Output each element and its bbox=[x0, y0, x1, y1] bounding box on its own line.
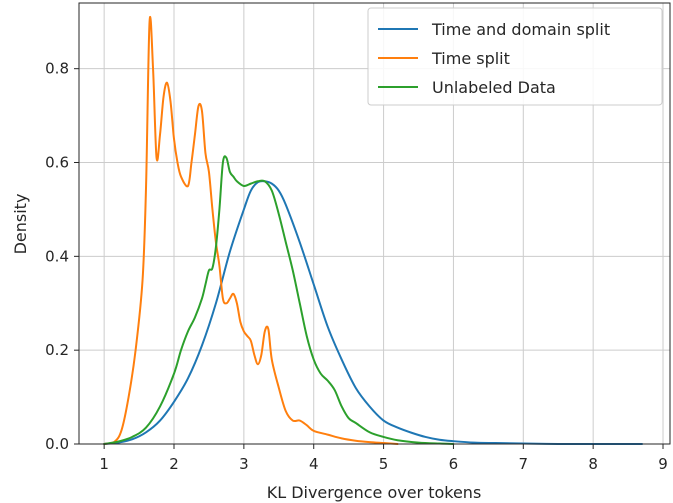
y-axis-label: Density bbox=[11, 194, 30, 255]
y-tick-label: 0.6 bbox=[45, 154, 69, 172]
series-line-unlabeled-data bbox=[103, 155, 455, 445]
x-tick-label: 7 bbox=[519, 455, 529, 473]
x-tick-label: 4 bbox=[309, 455, 319, 473]
series-line-time-split bbox=[103, 15, 399, 445]
y-tick-label: 0.0 bbox=[45, 435, 69, 453]
x-tick-label: 1 bbox=[99, 455, 109, 473]
legend: Time and domain split Time split Unlabel… bbox=[367, 7, 663, 106]
series-lines bbox=[103, 15, 644, 445]
x-tick-label: 6 bbox=[449, 455, 459, 473]
x-tick-label: 2 bbox=[169, 455, 179, 473]
y-tick-label: 0.2 bbox=[45, 341, 69, 359]
y-tick-label: 0.4 bbox=[45, 247, 69, 265]
x-tick-label: 8 bbox=[588, 455, 598, 473]
x-axis-label: KL Divergence over tokens bbox=[267, 483, 482, 502]
x-tick-label: 5 bbox=[379, 455, 389, 473]
axis-ticks: 1 2 3 4 5 6 7 8 9 0.0 0.2 0.4 0.6 0.8 bbox=[45, 60, 668, 473]
plot-frame bbox=[78, 2, 671, 445]
legend-label-unlabeled-data: Unlabeled Data bbox=[432, 78, 556, 97]
series-line-time-and-domain-split bbox=[103, 180, 644, 445]
legend-box bbox=[367, 7, 663, 106]
legend-label-time-split: Time split bbox=[431, 49, 510, 68]
x-tick-label: 3 bbox=[239, 455, 249, 473]
x-tick-label: 9 bbox=[658, 455, 668, 473]
y-tick-label: 0.8 bbox=[45, 60, 69, 78]
legend-label-time-and-domain-split: Time and domain split bbox=[431, 20, 610, 39]
